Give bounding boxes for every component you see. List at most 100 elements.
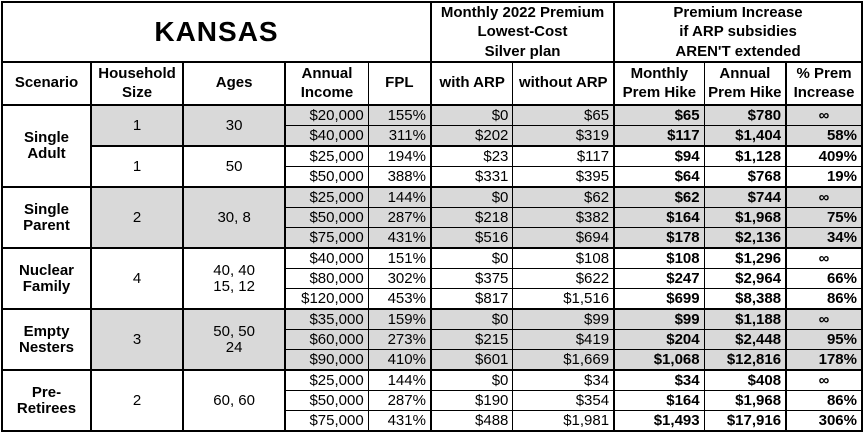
- monthly-hike-cell: $94: [613, 145, 705, 167]
- table-row: Single Parent 2 30, 8 $25,000 144% $0 $62 $62 $7…: [2, 186, 862, 248]
- scenario-cell: Nuclear Family: [2, 247, 92, 309]
- pct-increase-cell: 19%: [785, 166, 862, 187]
- pct-increase-cell: 86%: [785, 390, 862, 411]
- col-header-fpl: FPL: [367, 61, 431, 106]
- table-row: $120,000 453% $817 $1,516 $699 $8,388 86%: [2, 288, 862, 309]
- without-arp-cell: $117: [512, 145, 615, 167]
- with-arp-cell: $817: [429, 288, 513, 309]
- table-row: Pre- Retirees 2 60, 60 $25,000 144% $0 $34 $34 $…: [2, 369, 862, 431]
- pct-increase-cell: ∞: [785, 308, 862, 330]
- with-arp-cell: $202: [429, 125, 513, 146]
- household-size-cell: 1: [90, 145, 184, 187]
- col-header-scenario: Scenario: [2, 61, 92, 106]
- without-arp-cell: $34: [512, 369, 615, 391]
- scenario-cell: Pre- Retirees: [2, 369, 92, 431]
- pct-increase-cell: 306%: [785, 410, 862, 431]
- income-cell: $50,000: [284, 207, 369, 228]
- pct-increase-cell: ∞: [785, 369, 862, 391]
- pct-increase-cell: 34%: [785, 227, 862, 248]
- table-row: Empty Nesters 3 50, 50 24 $35,000 159% $0 $99 $…: [2, 308, 862, 370]
- with-arp-cell: $601: [429, 349, 513, 370]
- annual-hike-cell: $17,916: [703, 410, 787, 431]
- scenario-cell: Single Parent: [2, 186, 92, 248]
- fpl-cell: 151%: [367, 247, 431, 269]
- household-size-cell: 4: [90, 247, 184, 309]
- col-header-pct-increase: % Prem Increase: [785, 61, 862, 106]
- income-cell: $40,000: [284, 247, 369, 269]
- table-row: $40,000 311% $202 $319 $117 $1,404 58%: [2, 125, 862, 146]
- without-arp-cell: $1,516: [512, 288, 615, 309]
- monthly-hike-cell: $65: [613, 104, 705, 126]
- with-arp-cell: $215: [429, 329, 513, 350]
- col-header-without-arp: without ARP: [512, 61, 615, 106]
- without-arp-cell: $382: [512, 207, 615, 228]
- monthly-hike-cell: $62: [613, 186, 705, 208]
- pct-increase-cell: 86%: [785, 288, 862, 309]
- income-cell: $75,000: [284, 410, 369, 431]
- ages-cell: 60, 60: [182, 369, 286, 431]
- ages-cell: 50: [182, 145, 286, 187]
- income-cell: $25,000: [284, 369, 369, 391]
- monthly-hike-cell: $99: [613, 308, 705, 330]
- without-arp-cell: $1,981: [512, 410, 615, 431]
- premium-group-header: Monthly 2022 Premium Lowest-Cost Silver …: [429, 2, 615, 62]
- with-arp-cell: $331: [429, 166, 513, 187]
- table-row: 1 50 $25,000 194% $23 $117 $94 $1,128 409%: [2, 145, 862, 187]
- income-cell: $80,000: [284, 268, 369, 289]
- with-arp-cell: $488: [429, 410, 513, 431]
- with-arp-cell: $218: [429, 207, 513, 228]
- annual-hike-cell: $2,136: [703, 227, 787, 248]
- income-cell: $35,000: [284, 308, 369, 330]
- annual-hike-cell: $1,128: [703, 145, 787, 167]
- income-cell: $20,000: [284, 104, 369, 126]
- table-row: Nuclear Family 4 40, 40 15, 12 $40,000 151% $…: [2, 247, 862, 309]
- pct-increase-cell: ∞: [785, 104, 862, 126]
- without-arp-cell: $319: [512, 125, 615, 146]
- annual-hike-cell: $408: [703, 369, 787, 391]
- table-row: $75,000 431% $516 $694 $178 $2,136 34%: [2, 227, 862, 248]
- table-row: Single Adult 1 30 $20,000 155% $0 $65 $65 $780 ∞: [2, 104, 862, 187]
- title-row: KANSAS Monthly 2022 Premium Lowest-Cost …: [2, 2, 862, 62]
- monthly-hike-cell: $34: [613, 369, 705, 391]
- table-row: $90,000 410% $601 $1,669 $1,068 $12,816 178%: [2, 349, 862, 370]
- fpl-cell: 194%: [367, 145, 431, 167]
- annual-hike-cell: $744: [703, 186, 787, 208]
- col-header-monthly-hike: Monthly Prem Hike: [613, 61, 705, 106]
- income-cell: $50,000: [284, 166, 369, 187]
- without-arp-cell: $622: [512, 268, 615, 289]
- fpl-cell: 311%: [367, 125, 431, 146]
- annual-hike-cell: $8,388: [703, 288, 787, 309]
- pct-increase-cell: 178%: [785, 349, 862, 370]
- monthly-hike-cell: $699: [613, 288, 705, 309]
- fpl-cell: 144%: [367, 186, 431, 208]
- income-cell: $50,000: [284, 390, 369, 411]
- with-arp-cell: $0: [429, 104, 513, 126]
- income-cell: $25,000: [284, 145, 369, 167]
- monthly-hike-cell: $117: [613, 125, 705, 146]
- pct-increase-cell: ∞: [785, 186, 862, 208]
- with-arp-cell: $375: [429, 268, 513, 289]
- table-row: $60,000 273% $215 $419 $204 $2,448 95%: [2, 329, 862, 350]
- monthly-hike-cell: $204: [613, 329, 705, 350]
- household-size-cell: 3: [90, 308, 184, 370]
- household-size-cell: 1: [90, 104, 184, 146]
- ages-cell: 30, 8: [182, 186, 286, 248]
- col-header-with-arp: with ARP: [429, 61, 513, 106]
- without-arp-cell: $99: [512, 308, 615, 330]
- column-header-row: Scenario Household Size Ages Annual Inco…: [2, 61, 862, 106]
- pct-increase-cell: 58%: [785, 125, 862, 146]
- with-arp-cell: $0: [429, 247, 513, 269]
- scenario-cell: Empty Nesters: [2, 308, 92, 370]
- fpl-cell: 388%: [367, 166, 431, 187]
- table-body: Single Adult 1 30 $20,000 155% $0 $65 $65 $780 ∞ $…: [2, 104, 862, 431]
- with-arp-cell: $23: [429, 145, 513, 167]
- household-size-cell: 2: [90, 186, 184, 248]
- pct-increase-cell: 95%: [785, 329, 862, 350]
- without-arp-cell: $694: [512, 227, 615, 248]
- ages-cell: 40, 40 15, 12: [182, 247, 286, 309]
- annual-hike-cell: $2,448: [703, 329, 787, 350]
- without-arp-cell: $354: [512, 390, 615, 411]
- income-cell: $60,000: [284, 329, 369, 350]
